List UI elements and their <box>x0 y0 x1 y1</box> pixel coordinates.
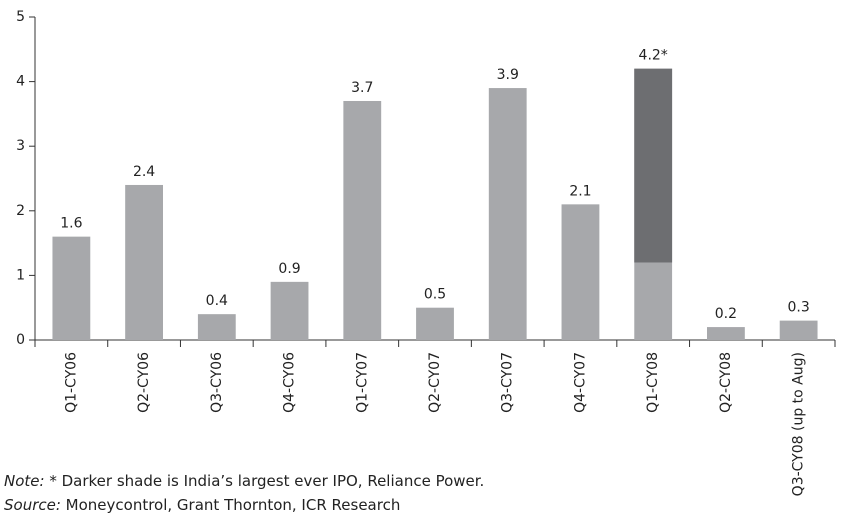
bar <box>779 320 818 340</box>
y-tick-label: 4 <box>16 74 25 90</box>
value-label: 3.7 <box>351 80 373 96</box>
value-label: 0.5 <box>424 287 446 303</box>
x-tick-label: Q3-CY07 <box>500 352 516 413</box>
y-tick-label: 3 <box>16 138 25 154</box>
note: Note: * Darker shade is India’s largest … <box>4 472 484 490</box>
value-label: 0.9 <box>278 261 300 277</box>
source-text: Moneycontrol, Grant Thornton, ICR Resear… <box>61 496 400 514</box>
bar <box>343 100 382 340</box>
x-tick-label: Q3-CY08 (up to Aug) <box>791 352 807 496</box>
x-tick-label: Q4-CY06 <box>282 352 298 413</box>
x-tick-label: Q3-CY06 <box>209 352 225 413</box>
value-label: 1.6 <box>60 216 82 232</box>
bar <box>197 314 236 340</box>
value-label: 2.4 <box>133 164 155 180</box>
x-tick-label: Q1-CY08 <box>645 352 661 413</box>
y-tick-label: 2 <box>16 203 25 219</box>
bar <box>561 204 600 340</box>
bar <box>707 327 745 340</box>
value-label: 0.4 <box>206 293 228 309</box>
value-label: 3.9 <box>497 67 519 83</box>
bar <box>125 184 163 340</box>
y-tick-label: 1 <box>16 267 25 283</box>
x-tick-label: Q4-CY07 <box>572 352 588 413</box>
x-tick-label: Q2-CY07 <box>427 352 443 413</box>
x-tick-label: Q1-CY07 <box>354 352 370 413</box>
value-label: 4.2* <box>639 48 668 64</box>
y-tick-label: 0 <box>16 332 25 348</box>
value-label: 0.2 <box>715 306 737 322</box>
bar <box>416 307 454 340</box>
y-tick-label: 5 <box>16 9 25 25</box>
source-label: Source: <box>4 496 61 514</box>
highlight-segment <box>634 68 673 263</box>
x-tick-label: Q2-CY06 <box>136 352 152 413</box>
bar <box>52 236 91 340</box>
bar <box>270 281 309 340</box>
note-text: * Darker shade is India’s largest ever I… <box>45 472 485 490</box>
source: Source: Moneycontrol, Grant Thornton, IC… <box>4 496 400 514</box>
x-tick-label: Q1-CY06 <box>63 352 79 413</box>
note-label: Note: <box>4 472 45 490</box>
bar <box>488 88 527 340</box>
value-label: 0.3 <box>788 300 810 316</box>
value-label: 2.1 <box>569 183 591 199</box>
x-tick-label: Q2-CY08 <box>718 352 734 413</box>
